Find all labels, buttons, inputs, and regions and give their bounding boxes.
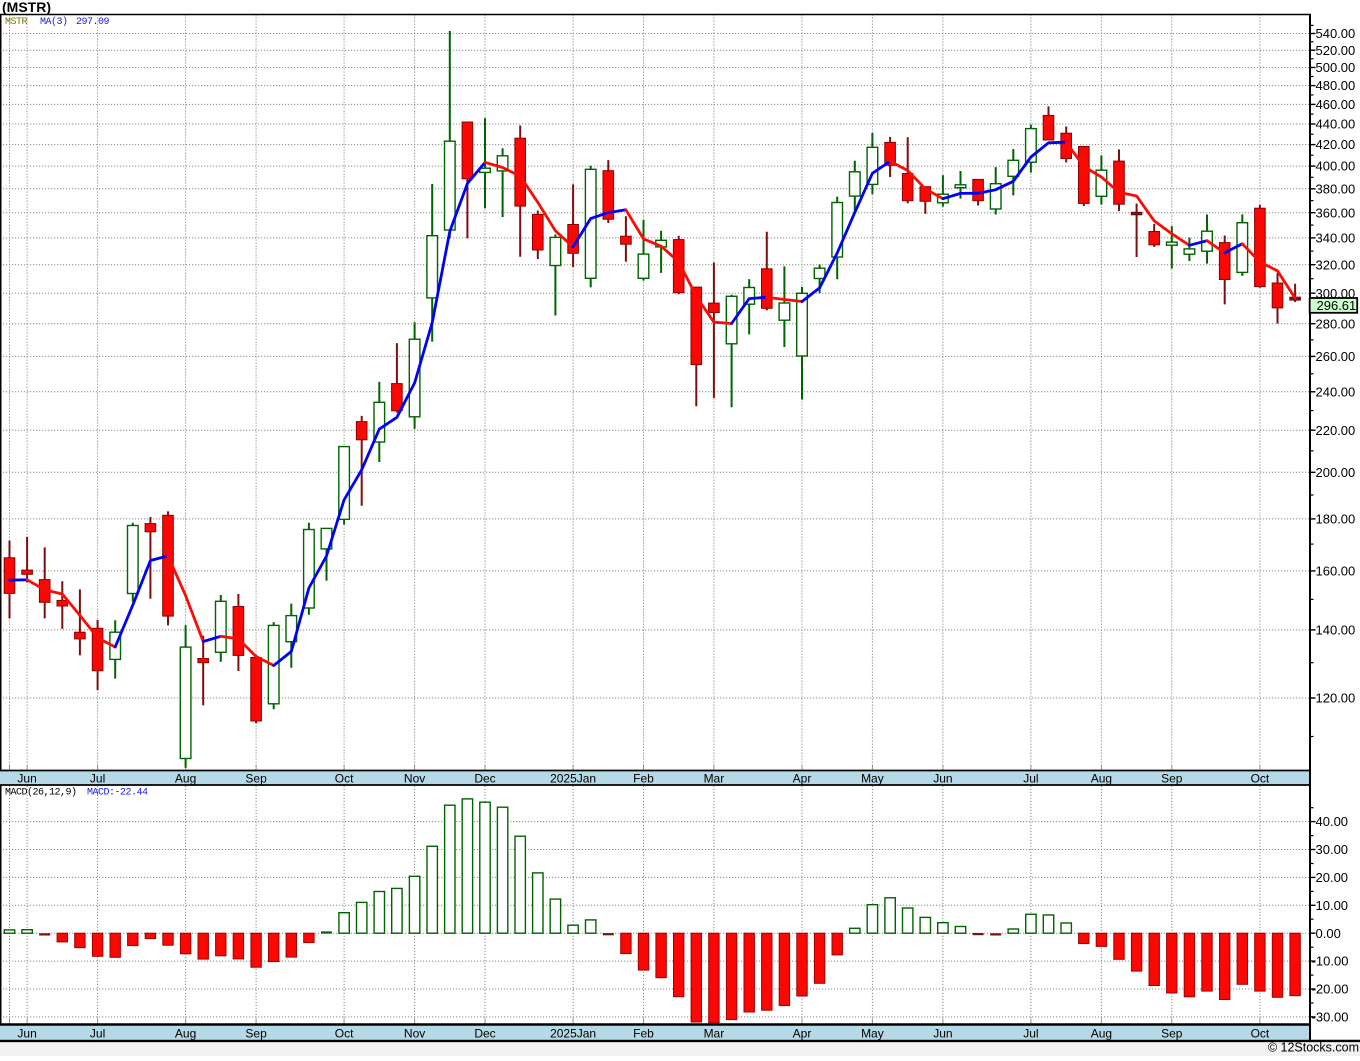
svg-text:280.00: 280.00 bbox=[1316, 316, 1356, 331]
svg-text:Jul: Jul bbox=[90, 771, 105, 785]
svg-text:200.00: 200.00 bbox=[1316, 465, 1356, 480]
svg-text:May: May bbox=[861, 1026, 884, 1040]
svg-text:May: May bbox=[861, 771, 884, 785]
svg-text:Dec: Dec bbox=[474, 1026, 495, 1040]
svg-text:Aug: Aug bbox=[175, 1026, 196, 1040]
svg-text:Oct: Oct bbox=[1251, 771, 1270, 785]
svg-text:Dec: Dec bbox=[474, 771, 495, 785]
svg-text:(MSTR): (MSTR) bbox=[2, 0, 51, 15]
svg-text:MACD:-22.44: MACD:-22.44 bbox=[87, 788, 148, 799]
svg-text:0.00: 0.00 bbox=[1316, 926, 1341, 941]
svg-text:40.00: 40.00 bbox=[1316, 814, 1349, 829]
svg-text:420.00: 420.00 bbox=[1316, 137, 1356, 152]
svg-text:© 12Stocks.com: © 12Stocks.com bbox=[1268, 1041, 1359, 1055]
svg-text:Nov: Nov bbox=[404, 771, 425, 785]
svg-text:2025Jan: 2025Jan bbox=[550, 771, 596, 785]
svg-text:400.00: 400.00 bbox=[1316, 159, 1356, 174]
svg-text:440.00: 440.00 bbox=[1316, 117, 1356, 132]
svg-text:Oct: Oct bbox=[335, 771, 354, 785]
svg-text:Jun: Jun bbox=[933, 771, 952, 785]
svg-text:MACD(26,12,9): MACD(26,12,9) bbox=[5, 787, 77, 799]
svg-text:20.00: 20.00 bbox=[1316, 870, 1349, 885]
svg-text:480.00: 480.00 bbox=[1316, 78, 1356, 93]
svg-text:220.00: 220.00 bbox=[1316, 423, 1356, 438]
svg-text:-20.00: -20.00 bbox=[1312, 982, 1349, 997]
svg-text:Sep: Sep bbox=[1161, 771, 1183, 785]
svg-text:360.00: 360.00 bbox=[1316, 205, 1356, 220]
svg-text:Jul: Jul bbox=[90, 1026, 105, 1040]
svg-text:Feb: Feb bbox=[633, 771, 654, 785]
svg-text:Aug: Aug bbox=[1091, 771, 1112, 785]
svg-text:Jun: Jun bbox=[17, 1026, 36, 1040]
svg-text:Jun: Jun bbox=[17, 771, 36, 785]
svg-text:120.00: 120.00 bbox=[1316, 691, 1356, 706]
svg-text:Sep: Sep bbox=[1161, 1026, 1183, 1040]
svg-text:2025Jan: 2025Jan bbox=[550, 1026, 596, 1040]
svg-text:Feb: Feb bbox=[633, 1026, 654, 1040]
svg-text:297.09: 297.09 bbox=[76, 17, 110, 28]
svg-text:Mar: Mar bbox=[704, 771, 725, 785]
svg-text:Jun: Jun bbox=[933, 1026, 952, 1040]
svg-text:140.00: 140.00 bbox=[1316, 623, 1356, 638]
svg-text:-30.00: -30.00 bbox=[1312, 1010, 1349, 1025]
svg-text:10.00: 10.00 bbox=[1316, 898, 1349, 913]
svg-text:Jul: Jul bbox=[1023, 1026, 1038, 1040]
svg-text:300.00: 300.00 bbox=[1316, 286, 1356, 301]
svg-text:380.00: 380.00 bbox=[1316, 181, 1356, 196]
svg-text:Oct: Oct bbox=[1251, 1026, 1270, 1040]
svg-text:296.61: 296.61 bbox=[1317, 298, 1357, 313]
svg-text:520.00: 520.00 bbox=[1316, 43, 1356, 58]
svg-text:Jul: Jul bbox=[1023, 771, 1038, 785]
svg-text:320.00: 320.00 bbox=[1316, 257, 1356, 272]
svg-text:Aug: Aug bbox=[175, 771, 196, 785]
svg-text:MSTR: MSTR bbox=[5, 17, 28, 28]
svg-text:MA(3): MA(3) bbox=[40, 16, 68, 28]
svg-text:-10.00: -10.00 bbox=[1312, 954, 1349, 969]
svg-text:Apr: Apr bbox=[793, 771, 812, 785]
svg-text:240.00: 240.00 bbox=[1316, 384, 1356, 399]
svg-text:Mar: Mar bbox=[704, 1026, 725, 1040]
svg-text:460.00: 460.00 bbox=[1316, 97, 1356, 112]
svg-text:Nov: Nov bbox=[404, 1026, 425, 1040]
svg-text:Sep: Sep bbox=[245, 1026, 267, 1040]
svg-text:Aug: Aug bbox=[1091, 1026, 1112, 1040]
svg-text:260.00: 260.00 bbox=[1316, 349, 1356, 364]
svg-text:30.00: 30.00 bbox=[1316, 842, 1349, 857]
svg-text:Apr: Apr bbox=[793, 1026, 812, 1040]
svg-text:340.00: 340.00 bbox=[1316, 231, 1356, 246]
svg-text:160.00: 160.00 bbox=[1316, 564, 1356, 579]
svg-text:500.00: 500.00 bbox=[1316, 60, 1356, 75]
svg-text:180.00: 180.00 bbox=[1316, 512, 1356, 527]
svg-text:Oct: Oct bbox=[335, 1026, 354, 1040]
svg-text:Sep: Sep bbox=[245, 771, 267, 785]
svg-text:540.00: 540.00 bbox=[1316, 26, 1356, 41]
